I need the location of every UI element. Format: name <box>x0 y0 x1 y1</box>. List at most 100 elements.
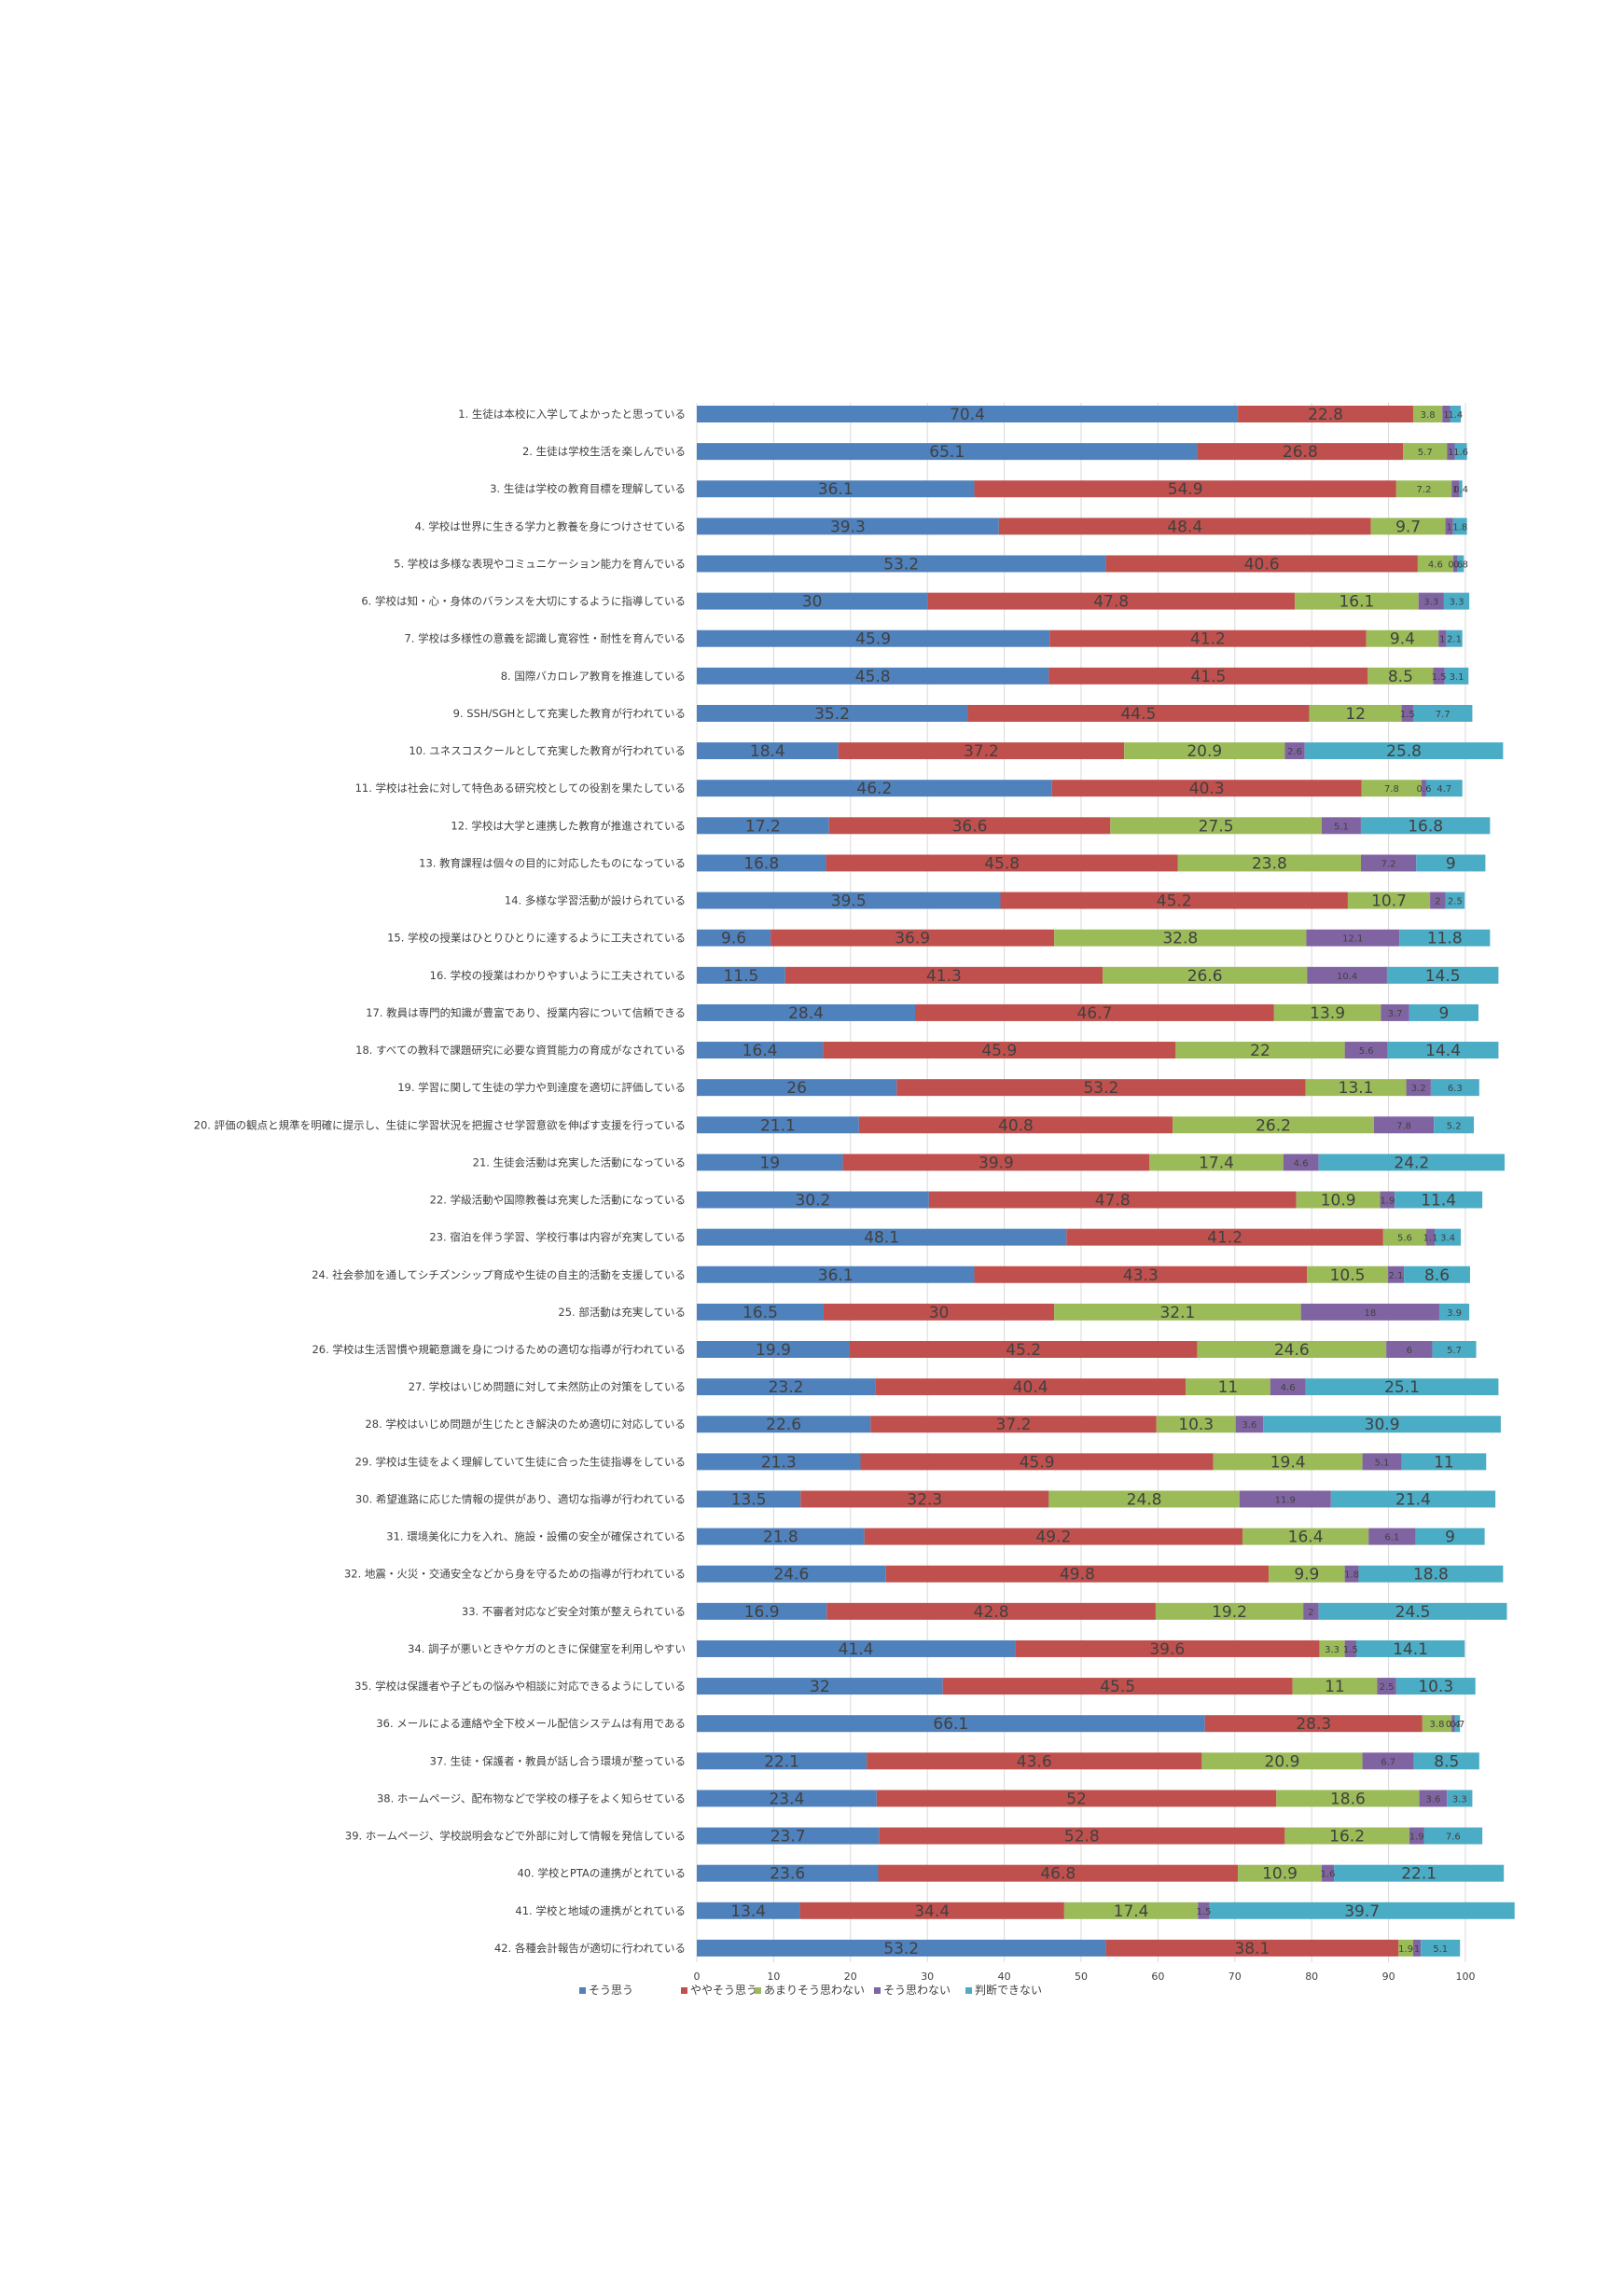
x-tick-label: 40 <box>998 1971 1011 1983</box>
data-label: 1.8 <box>1344 1570 1359 1581</box>
bar-segment-1 <box>697 704 968 722</box>
data-label: 11.5 <box>723 967 758 986</box>
data-label: 5.1 <box>1375 1458 1390 1468</box>
bar-segment-5 <box>1401 1453 1487 1471</box>
category-label: 6. 学校は知・心・身体のバランスを大切にするように指導している <box>361 595 686 608</box>
bar-segment-3 <box>1382 1228 1426 1246</box>
data-label: 16.9 <box>744 1603 780 1622</box>
bar-segment-3 <box>1186 1378 1270 1396</box>
bar-segment-1 <box>697 1266 975 1283</box>
category-label: 40. 学校とPTAの連携がとれている <box>517 1867 686 1880</box>
data-label: 5.1 <box>1433 1944 1448 1955</box>
bar-segment-3 <box>1295 592 1419 610</box>
category-label: 21. 生徒会活動は充実した活動になっている <box>473 1155 686 1169</box>
bar-segment-2 <box>974 1266 1308 1283</box>
bar-segment-3 <box>1398 1939 1413 1957</box>
data-label: 53.2 <box>1083 1079 1118 1098</box>
bar-segment-4 <box>1321 1864 1335 1882</box>
data-label: 46.7 <box>1076 1004 1112 1023</box>
data-label: 70.4 <box>950 406 985 424</box>
data-label: 52.8 <box>1064 1828 1100 1846</box>
data-label: 1.9 <box>1398 1944 1413 1955</box>
data-label: 19.4 <box>1270 1453 1306 1472</box>
bar-segment-3 <box>1292 1678 1378 1695</box>
bar-segment-5 <box>1415 1528 1485 1545</box>
legend-label: ややそう思う <box>690 1984 757 1997</box>
bar-segment-4 <box>1344 1565 1359 1583</box>
bar-segment-4 <box>1360 854 1417 872</box>
bar-segment-5 <box>1209 1902 1515 1919</box>
bar-segment-1 <box>697 1752 868 1770</box>
bar-segment-4 <box>1303 1602 1319 1620</box>
data-label: 6.3 <box>1448 1084 1463 1094</box>
data-label: 19.2 <box>1212 1603 1247 1622</box>
data-label: 41.2 <box>1190 630 1226 649</box>
bar-segment-3 <box>1054 929 1307 947</box>
data-label: 41.2 <box>1207 1229 1242 1248</box>
data-label: 1.6 <box>1453 448 1468 458</box>
data-label: 45.9 <box>855 630 891 649</box>
bar-segment-2 <box>896 1079 1306 1097</box>
bar-segment-4 <box>1362 1453 1402 1471</box>
bar-segment-2 <box>1105 1939 1399 1957</box>
data-label: 7.8 <box>1384 784 1399 795</box>
data-label: 3.3 <box>1450 598 1464 608</box>
data-label: 22.6 <box>766 1416 801 1434</box>
bar-segment-3 <box>1269 1565 1345 1583</box>
bar-segment-3 <box>1347 892 1431 909</box>
bar-segment-4 <box>1433 667 1445 685</box>
data-label: 23.6 <box>770 1865 805 1884</box>
data-label: 65.1 <box>929 443 965 462</box>
bar-segment-5 <box>1358 1565 1504 1583</box>
data-label: 24.5 <box>1395 1603 1431 1622</box>
data-label: 26.8 <box>1283 443 1318 462</box>
data-label: 17.2 <box>745 817 781 836</box>
data-label: 35.2 <box>814 705 850 724</box>
data-label: 16.8 <box>743 854 779 873</box>
data-label: 32.1 <box>1159 1304 1195 1322</box>
data-label: 14.4 <box>1425 1042 1461 1060</box>
data-label: 1.9 <box>1409 1833 1424 1843</box>
data-label: 3.8 <box>1430 1720 1445 1730</box>
data-label: 2 <box>1435 897 1440 907</box>
bar-segment-5 <box>1446 629 1463 647</box>
bar-segment-3 <box>1417 555 1453 573</box>
bar-segment-2 <box>879 1827 1285 1845</box>
data-label: 30.9 <box>1365 1416 1400 1434</box>
data-label: 4.6 <box>1294 1158 1309 1169</box>
data-label: 54.9 <box>1168 480 1203 499</box>
legend-swatch <box>755 1987 761 1994</box>
legend-swatch <box>579 1987 586 1994</box>
bar-segment-3 <box>1048 1490 1240 1508</box>
data-label: 24.6 <box>773 1566 809 1584</box>
data-label: 32.8 <box>1162 930 1198 948</box>
category-label: 16. 学校の授業はわかりやすいように工夫されている <box>430 969 686 982</box>
data-label: 19 <box>759 1154 780 1172</box>
data-labels: 70.4 22.8 3.8 11.465.1 26.8 5.7 1 1.636.1 54.9 7.… <box>721 406 1468 1958</box>
data-label: 3.6 <box>1425 1794 1440 1805</box>
category-label: 19. 学習に関して生徒の学力や到達度を適切に評価している <box>397 1081 686 1094</box>
bar-segment-1 <box>697 406 1239 422</box>
bar-segment-5 <box>1409 1003 1479 1021</box>
bar-segment-1 <box>697 1416 871 1433</box>
bar-segment-2 <box>823 1042 1176 1059</box>
legend-label: そう思う <box>589 1984 633 1997</box>
data-label: 28.4 <box>788 1004 824 1023</box>
bar-segment-2 <box>858 1116 1173 1134</box>
bar-segment-2 <box>826 1602 1156 1620</box>
bar-segment-5 <box>1318 1154 1506 1171</box>
data-label: 1.4 <box>1448 410 1463 421</box>
bar-segment-5 <box>1430 1079 1479 1097</box>
category-label: 7. 学校は多様性の意義を認識し寛容性・耐性を育んでいる <box>404 632 686 645</box>
data-label: 5.2 <box>1447 1121 1462 1131</box>
bar-segment-4 <box>1380 1191 1395 1209</box>
category-label: 10. ユネスコスクールとして充実した教育が行われている <box>409 744 686 757</box>
bar-segment-1 <box>697 1378 876 1396</box>
data-label: 18.6 <box>1330 1790 1366 1808</box>
bar-segment-2 <box>870 1416 1157 1433</box>
data-label: 2.1 <box>1388 1271 1403 1281</box>
data-label: 27.5 <box>1199 817 1234 836</box>
data-label: 0.6 <box>1448 560 1463 570</box>
bar-segment-5 <box>1399 929 1491 947</box>
category-label: 29. 学校は生徒をよく理解していて生徒に合った生徒指導をしている <box>355 1455 686 1468</box>
